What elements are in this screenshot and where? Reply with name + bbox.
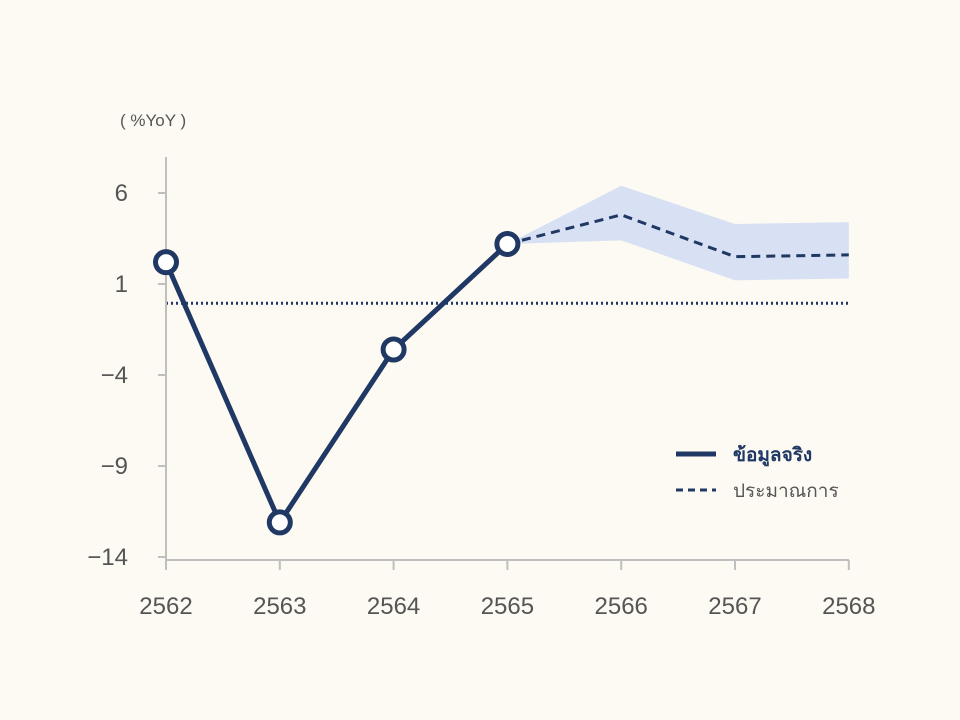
forecast-range-band [507, 185, 849, 281]
x-tick-label: 2563 [253, 593, 306, 620]
plot-panel [63, 96, 960, 630]
x-tick-label: 2564 [367, 593, 420, 620]
x-tick-label: 2562 [139, 593, 192, 620]
y-tick-label: −4 [101, 362, 128, 389]
marker-layer [153, 230, 521, 536]
x-tick-label: 2566 [595, 593, 648, 620]
y-tick-label: −9 [101, 453, 128, 480]
series-layer [163, 213, 849, 525]
data-point-marker [153, 249, 179, 276]
legend-label-forecast: ประมาณการ [733, 480, 839, 502]
y-tick-label: 6 [115, 180, 128, 207]
legend-label-actual: ข้อมูลจริง [733, 444, 812, 467]
y-tick-label: −14 [87, 544, 128, 571]
x-tick-label: 2565 [481, 593, 534, 620]
forecast-band-layer [507, 185, 849, 281]
x-tick-label: 2567 [708, 593, 761, 620]
data-point-marker [494, 230, 521, 257]
y-tick-label: 1 [115, 271, 128, 298]
series-line-actual [163, 242, 510, 525]
x-tick-label: 2568 [822, 593, 875, 620]
axes: 6 1 −4 −9 −14 2562 2563 2564 2565 2566 2567 2568 [87, 157, 875, 620]
data-point-marker [266, 509, 293, 536]
y-unit-label: ( %YoY ) [120, 111, 186, 130]
data-point-marker [380, 336, 407, 363]
